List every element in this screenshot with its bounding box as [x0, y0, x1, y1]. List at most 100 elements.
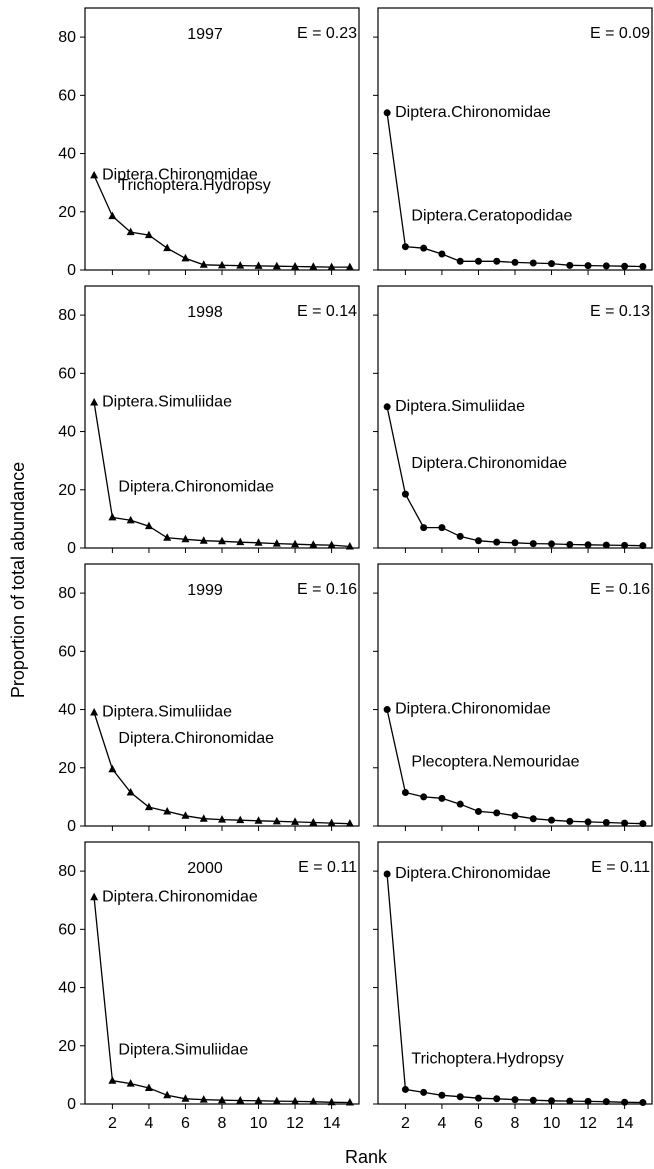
data-point-triangle [309, 262, 318, 270]
data-point-triangle [163, 533, 172, 541]
y-tick-label: 20 [58, 1038, 76, 1055]
data-point-circle [383, 706, 391, 714]
data-point-circle [548, 816, 556, 824]
x-tick-label: 10 [543, 1115, 561, 1132]
data-point-triangle [126, 515, 135, 524]
data-point-circle [493, 257, 501, 265]
taxon-annotation: Diptera.Chironomidae [395, 865, 551, 882]
data-point-triangle [108, 512, 117, 521]
panel-row2-right: E = 0.13 Diptera.Simuliidae Diptera.Chiron… [373, 285, 653, 553]
y-tick-label: 80 [58, 585, 76, 602]
data-point-circle [438, 250, 446, 258]
x-tick-label: 6 [181, 1115, 190, 1132]
x-tick-label: 2 [401, 1115, 410, 1132]
data-point-circle [456, 800, 464, 808]
data-point-triangle [144, 521, 153, 530]
taxon-annotation: Diptera.Chironomidae [118, 478, 274, 495]
taxon-annotation: Plecoptera.Nemouridae [411, 754, 579, 771]
evenness-label: E = 0.16 [590, 581, 650, 598]
data-point-triangle [181, 811, 190, 819]
data-point-triangle [291, 262, 300, 270]
evenness-label: E = 0.16 [297, 581, 357, 598]
data-point-triangle [236, 1096, 245, 1104]
x-tick-label: 4 [437, 1115, 446, 1132]
series-line [93, 402, 350, 548]
series-line [93, 712, 350, 825]
data-point-circle [474, 807, 482, 815]
x-tick-label: 8 [511, 1115, 520, 1132]
data-point-triangle [181, 1094, 190, 1102]
taxon-annotation: Diptera.Simuliidae [395, 398, 525, 415]
y-tick-label: 40 [58, 702, 76, 719]
data-point-circle [511, 539, 519, 547]
taxon-annotation: Diptera.Chironomidae [395, 701, 551, 718]
data-point-triangle [254, 261, 263, 269]
data-point-circle [438, 524, 446, 532]
data-point-circle [584, 818, 592, 826]
data-point-triangle [345, 1098, 354, 1106]
evenness-label: E = 0.11 [591, 859, 650, 876]
y-tick-label: 20 [58, 204, 76, 221]
plot-frame [377, 285, 653, 549]
data-point-triangle [309, 1097, 318, 1105]
y-tick-label: 60 [58, 87, 76, 104]
data-point-triangle [272, 816, 281, 825]
data-point-circle [420, 244, 428, 252]
data-point-triangle [108, 1076, 117, 1084]
x-tick-label: 14 [616, 1115, 634, 1132]
data-point-circle [548, 260, 556, 268]
year-label: 1999 [187, 582, 223, 599]
plot-frame [84, 285, 360, 549]
data-point-triangle [236, 815, 245, 824]
x-tick-label: 12 [286, 1115, 304, 1132]
data-point-circle [420, 1088, 428, 1096]
y-tick-label: 20 [58, 482, 76, 499]
data-point-triangle [254, 538, 263, 546]
y-tick-label: 0 [67, 1096, 76, 1113]
data-point-circle [511, 1096, 519, 1104]
taxon-annotation: Diptera.Chironomidae [395, 104, 551, 121]
data-point-triangle [309, 540, 318, 548]
data-point-circle [529, 1096, 537, 1104]
data-point-circle [584, 262, 592, 270]
data-point-triangle [272, 1096, 281, 1105]
data-point-triangle [108, 764, 117, 773]
data-point-triangle [181, 534, 190, 543]
x-tick-label: 4 [144, 1115, 153, 1132]
y-tick-label: 80 [58, 29, 76, 46]
panel-row4-left: 0 20 40 60 80 2 4 6 8 10 12 14 2000 E = 0.11 Diptera.C… [58, 841, 360, 1132]
plot-frame [84, 841, 360, 1105]
data-point-triangle [199, 1095, 208, 1103]
data-point-circle [511, 812, 519, 820]
data-point-circle [383, 109, 391, 117]
data-point-circle [621, 1098, 629, 1106]
data-point-triangle [218, 536, 226, 545]
data-point-circle [438, 794, 446, 802]
data-point-triangle [144, 1083, 153, 1091]
data-point-triangle [218, 1095, 226, 1104]
evenness-label: E = 0.14 [297, 303, 357, 320]
panel-row3-right: E = 0.16 Diptera.Chironomidae Plecoptera.N… [373, 563, 653, 831]
data-point-triangle [199, 260, 208, 268]
data-point-triangle [327, 262, 336, 271]
data-point-circle [456, 1093, 464, 1101]
data-point-triangle [199, 814, 208, 822]
data-point-triangle [291, 539, 300, 548]
data-point-triangle [218, 260, 226, 269]
taxon-annotation: Diptera.Chironomidae [118, 730, 274, 747]
data-point-circle [401, 789, 409, 797]
y-axis-title: Proportion of total abundance [8, 462, 28, 698]
data-point-triangle [163, 806, 172, 815]
data-point-circle [383, 870, 391, 878]
data-point-triangle [90, 892, 99, 901]
data-point-circle [401, 1085, 409, 1093]
year-label: 1998 [187, 304, 223, 321]
plot-frame [377, 563, 653, 827]
data-point-triangle [126, 1079, 135, 1087]
y-tick-label: 60 [58, 365, 76, 382]
data-point-circle [456, 532, 464, 540]
data-point-circle [474, 1094, 482, 1102]
taxon-annotation: Diptera.Simuliidae [118, 1042, 248, 1059]
